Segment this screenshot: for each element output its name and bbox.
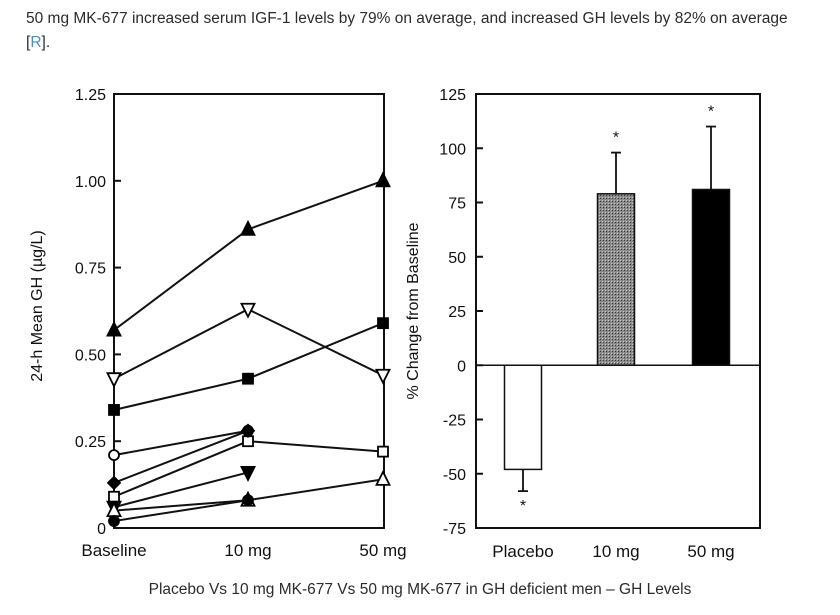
right-y-tick-label: -50 (443, 467, 466, 484)
bar-placebo (503, 364, 543, 471)
intro-text-end: ]. (41, 34, 51, 51)
left-y-axis-label: 24-h Mean GH (µg/L) (29, 230, 46, 382)
right-y-tick-label: 50 (448, 250, 466, 267)
right-y-axis-label: % Change from Baseline (405, 222, 422, 399)
gh-line-chart: 24-h Mean GH (µg/L) 0 0.25 0.50 0.75 1.00 1.2… (29, 87, 407, 560)
reference-link[interactable]: R (30, 34, 42, 51)
left-y-tick-label: 0.25 (75, 434, 106, 451)
series-line-subject-9 (113, 499, 249, 523)
data-point-subject-6 (240, 423, 256, 439)
left-y-tick-label: 0.50 (75, 347, 106, 364)
intro-text: 50 mg MK-677 increased serum IGF-1 level… (26, 10, 788, 51)
right-y-tick-label: 25 (448, 304, 466, 321)
left-x-tick-label: 10 mg (224, 541, 271, 560)
data-point-subject-9 (108, 515, 120, 527)
left-x-tick-label: 50 mg (359, 541, 406, 560)
data-point-subject-5 (108, 490, 120, 503)
left-y-tick-label: 0 (97, 521, 106, 538)
right-y-tick-label: 0 (457, 358, 466, 375)
series-line-subject-2 (113, 308, 384, 380)
data-point-subject-8 (375, 469, 391, 486)
data-point-subject-6 (106, 475, 122, 491)
series-line-subject-6 (113, 429, 249, 484)
left-y-tick-label: 1.00 (75, 174, 106, 191)
figure-caption: Placebo Vs 10 mg MK-677 Vs 50 mg MK-677 … (148, 581, 692, 598)
right-y-tick-label: -25 (443, 413, 466, 430)
left-plot-frame (113, 93, 385, 529)
bar-10-mg (596, 193, 636, 366)
data-point-subject-1 (106, 320, 122, 337)
data-point-subject-2 (240, 302, 256, 319)
left-x-tick-label: Baseline (81, 541, 146, 560)
data-point-subject-1 (240, 219, 256, 236)
series-line-subject-3 (113, 322, 384, 411)
intro-paragraph: 50 mg MK-677 increased serum IGF-1 level… (26, 7, 796, 55)
significance-marker: * (708, 104, 714, 121)
data-point-subject-7 (240, 466, 256, 482)
left-y-tick-label: 1.25 (75, 87, 106, 104)
right-y-tick-label: 125 (439, 87, 466, 104)
series-line-subject-7 (113, 471, 249, 509)
right-x-tick-label: 50 mg (687, 542, 734, 561)
percent-change-bar-chart: % Change from Baseline -75 -50 -25 0 25 50 75 1… (405, 87, 761, 561)
data-point-subject-3 (377, 317, 389, 330)
data-point-subject-2 (375, 368, 391, 385)
right-x-tick-label: Placebo (492, 542, 553, 561)
data-point-subject-1 (375, 171, 391, 188)
left-y-tick-label: 0.75 (75, 261, 106, 278)
series-line-subject-4 (113, 429, 249, 457)
data-point-subject-9 (242, 494, 254, 507)
right-x-tick-label: 10 mg (592, 542, 639, 561)
data-point-subject-2 (106, 372, 122, 389)
right-y-tick-label: -75 (443, 521, 466, 538)
data-point-subject-5 (377, 445, 389, 458)
data-point-subject-3 (242, 372, 254, 385)
right-y-tick-label: 100 (439, 141, 466, 158)
right-y-tick-label: 75 (448, 196, 466, 213)
significance-marker: * (520, 498, 526, 515)
data-point-subject-4 (108, 449, 120, 461)
significance-marker: * (613, 130, 619, 147)
bar-50-mg (691, 188, 731, 366)
data-point-subject-3 (108, 404, 120, 416)
